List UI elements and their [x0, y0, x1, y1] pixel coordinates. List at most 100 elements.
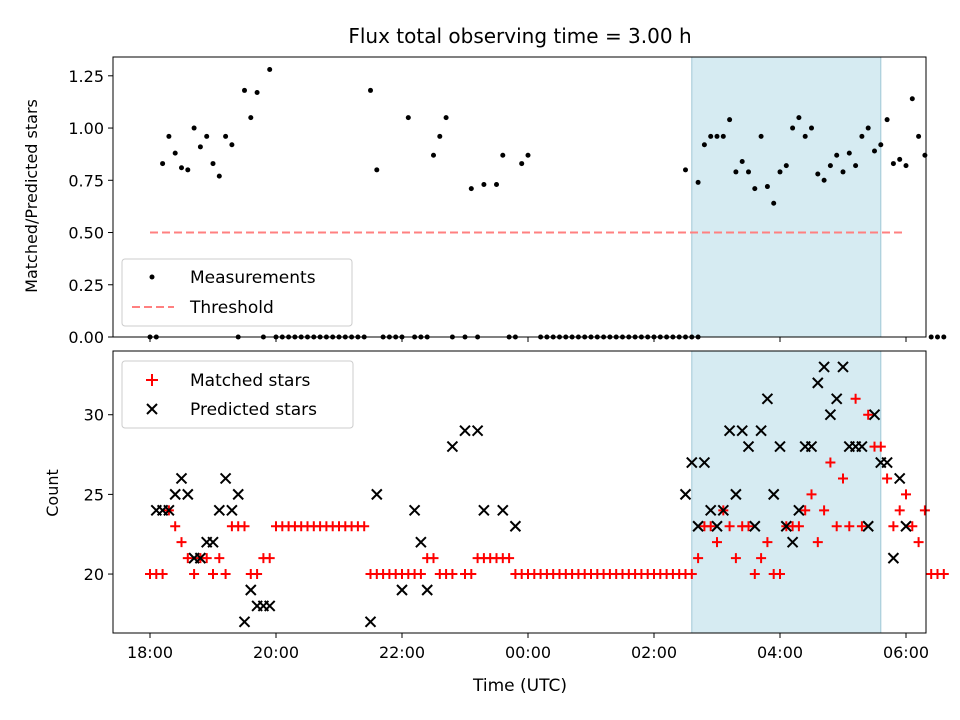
predicted-point: [169, 488, 181, 501]
bottom-y-ticks: 20 25 30: [84, 406, 113, 584]
predicted-point: [837, 361, 849, 373]
predicted-point: [459, 424, 471, 437]
measurement-point: [916, 133, 922, 139]
predicted-point: [219, 472, 232, 485]
matched-point: [208, 569, 218, 580]
matched-point: [806, 489, 817, 500]
x-tick-label: 22:00: [379, 643, 425, 662]
matched-point: [812, 537, 823, 548]
x-tick-label: 02:00: [631, 643, 677, 662]
measurement-point: [872, 148, 877, 154]
measurement-point: [720, 133, 726, 139]
measurement-point: [827, 163, 833, 169]
matched-point: [749, 569, 760, 580]
predicted-point: [686, 456, 698, 469]
matched-point: [359, 521, 370, 532]
x-tick-label: 04:00: [757, 643, 803, 662]
measurement-point: [922, 152, 928, 158]
legend-matched-label: Matched stars: [190, 371, 310, 391]
measurement-point: [878, 142, 884, 148]
measurement-point: [179, 165, 184, 171]
predicted-point: [371, 488, 383, 501]
predicted-point: [856, 440, 868, 453]
predicted-point: [396, 584, 408, 596]
matched-point: [252, 569, 263, 580]
measurement-point: [695, 179, 701, 185]
top-frame: [112, 56, 927, 338]
matched-point: [831, 521, 842, 532]
predicted-point: [749, 520, 761, 532]
measurement-point: [853, 163, 859, 169]
predicted-point: [207, 536, 219, 548]
predicted-point: [213, 504, 226, 517]
predicted-point: [818, 361, 830, 373]
predicted-point: [679, 488, 692, 501]
matched-point: [189, 569, 200, 580]
measurement-point: [374, 167, 380, 173]
predicted-point: [509, 520, 522, 532]
measurement-point: [242, 87, 247, 93]
measurement-point: [777, 169, 783, 175]
measurement-point: [468, 186, 474, 192]
predicted-point: [692, 520, 704, 532]
matched-point: [201, 553, 212, 564]
measurement-point: [500, 152, 506, 158]
predicted-point: [232, 488, 244, 501]
measurement-point: [909, 96, 915, 102]
measurement-point: [802, 133, 808, 139]
y-tick-label: 0.00: [68, 328, 104, 347]
matched-point: [919, 505, 930, 516]
predicted-point: [698, 456, 711, 469]
matched-point: [176, 537, 187, 548]
predicted-point: [194, 552, 207, 564]
matched-point: [825, 457, 836, 468]
measurement-point: [809, 125, 814, 131]
predicted-point: [830, 393, 843, 405]
measurement-point: [191, 125, 197, 131]
measurement-point: [204, 133, 210, 139]
measurement-point: [248, 115, 254, 121]
predicted-point: [761, 393, 774, 405]
measurement-point: [783, 163, 789, 169]
measurement-point: [223, 133, 229, 139]
x-tick-label: 20:00: [253, 643, 299, 662]
matched-point: [850, 393, 861, 404]
matched-point: [415, 569, 426, 580]
predicted-point: [478, 504, 490, 517]
predicted-point: [497, 504, 509, 517]
chart-title: Flux total observing time = 3.00 h: [348, 24, 691, 48]
measurement-point: [197, 144, 203, 150]
matched-point: [705, 521, 716, 532]
predicted-point: [226, 504, 238, 517]
matched-point: [819, 505, 830, 516]
measurement-point: [216, 173, 222, 179]
measurement-point: [727, 117, 733, 123]
predicted-point: [408, 504, 421, 517]
y-tick-label: 1.00: [68, 119, 104, 138]
predicted-point: [421, 584, 433, 596]
measurement-point: [494, 181, 499, 187]
measurement-point: [865, 125, 871, 131]
measurement-point: [796, 115, 802, 121]
predicted-point: [364, 616, 377, 628]
legend-measurements-marker: [149, 274, 155, 280]
measurement-point: [758, 133, 764, 139]
measurement-point: [714, 133, 720, 139]
predicted-point: [881, 456, 893, 469]
predicted-point: [245, 584, 257, 596]
predicted-point: [893, 472, 906, 485]
predicted-point: [238, 616, 251, 628]
predicted-point: [742, 440, 755, 453]
bottom-x-ticks: 18:00 20:00 22:00 00:00 02:00 04:00 06:00: [127, 633, 929, 662]
predicted-point: [793, 504, 805, 517]
matched-point: [863, 409, 874, 420]
measurement-point: [229, 142, 235, 148]
predicted-point: [755, 424, 767, 437]
predicted-point: [812, 377, 824, 389]
predicted-point: [868, 409, 881, 421]
predicted-point: [446, 440, 459, 453]
bottom-axes: Count 20 25 30 18:00 20:00 22:00 00:00 02:00 04…: [43, 350, 949, 662]
matched-point: [913, 537, 924, 548]
measurement-point: [897, 156, 903, 162]
